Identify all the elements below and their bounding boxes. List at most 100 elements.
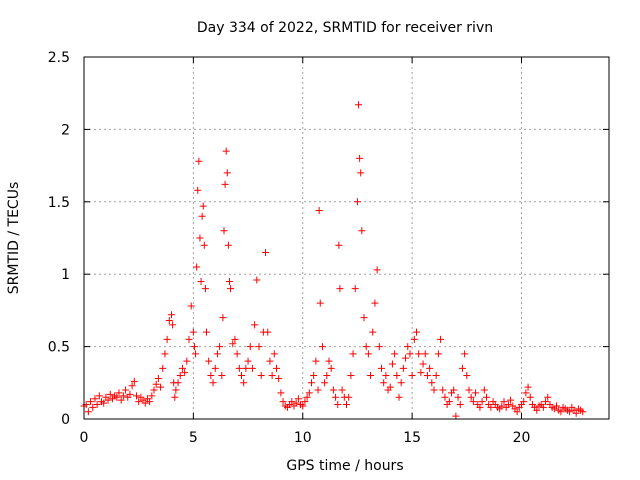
- data-point: [262, 248, 270, 256]
- data-point: [115, 389, 123, 397]
- data-point: [371, 299, 379, 307]
- data-point: [216, 343, 224, 351]
- y-tick-label: 1.5: [48, 195, 70, 211]
- data-point: [253, 276, 261, 284]
- data-point: [218, 372, 226, 380]
- x-tick-label: 10: [294, 430, 312, 446]
- data-point: [248, 364, 256, 372]
- data-point: [224, 241, 232, 249]
- data-point: [360, 314, 368, 322]
- data-point: [467, 393, 475, 401]
- data-point: [437, 335, 445, 343]
- data-point: [382, 372, 390, 380]
- data-point: [498, 402, 506, 410]
- data-point: [122, 386, 130, 394]
- y-tick-label: 0: [61, 412, 70, 428]
- data-point: [161, 350, 169, 358]
- data-point: [413, 328, 420, 336]
- data-point: [539, 403, 547, 411]
- data-point: [227, 285, 235, 293]
- data-point: [419, 360, 427, 368]
- data-point: [225, 277, 233, 285]
- data-point: [246, 343, 254, 351]
- data-point: [458, 364, 466, 372]
- data-point: [266, 357, 274, 365]
- data-point: [524, 383, 532, 391]
- data-point: [397, 379, 405, 387]
- data-point: [231, 335, 239, 343]
- data-point: [434, 350, 442, 358]
- data-point: [279, 398, 287, 406]
- data-point: [150, 386, 158, 394]
- data-point: [157, 383, 165, 391]
- data-point: [146, 398, 154, 406]
- data-point: [315, 206, 323, 214]
- data-point: [478, 398, 486, 406]
- data-point: [130, 377, 138, 385]
- chart-title: Day 334 of 2022, SRMTID for receiver riv…: [197, 20, 493, 36]
- data-point: [197, 277, 205, 285]
- data-point: [355, 101, 363, 109]
- data-point: [176, 372, 184, 380]
- data-point: [522, 389, 530, 397]
- data-point: [268, 372, 276, 380]
- data-point: [251, 321, 259, 329]
- data-point: [277, 389, 285, 397]
- data-point: [504, 401, 512, 409]
- data-point: [169, 321, 177, 329]
- data-point: [399, 364, 407, 372]
- data-point: [553, 402, 560, 410]
- data-point: [133, 392, 140, 400]
- data-point: [119, 392, 127, 400]
- data-point: [513, 408, 521, 416]
- data-point: [463, 372, 471, 380]
- data-point: [223, 169, 231, 177]
- data-point: [222, 147, 230, 155]
- x-axis-label: GPS time / hours: [286, 458, 403, 474]
- data-point: [240, 379, 248, 387]
- data-point: [441, 393, 449, 401]
- data-point: [198, 212, 206, 220]
- data-point: [305, 389, 313, 397]
- data-point: [445, 398, 453, 406]
- data-point: [255, 343, 263, 351]
- data-point: [356, 154, 364, 162]
- data-point: [461, 350, 469, 358]
- data-point: [452, 412, 460, 420]
- data-point: [335, 241, 343, 249]
- data-point: [357, 169, 365, 177]
- x-tick-label: 5: [189, 430, 198, 446]
- data-point: [273, 364, 280, 372]
- data-point: [199, 202, 207, 210]
- data-point: [244, 357, 252, 365]
- data-point: [426, 364, 434, 372]
- data-point: [192, 350, 200, 358]
- data-point: [404, 343, 412, 351]
- data-point: [544, 393, 552, 401]
- data-point: [483, 393, 490, 401]
- data-point: [294, 395, 302, 403]
- data-point: [148, 392, 156, 400]
- data-point: [332, 393, 340, 401]
- data-point: [104, 396, 112, 404]
- data-point: [174, 379, 182, 387]
- data-point: [221, 180, 229, 188]
- data-point: [395, 393, 403, 401]
- data-points: [80, 101, 587, 420]
- data-point: [314, 386, 322, 394]
- data-point: [408, 372, 416, 380]
- data-point: [572, 409, 580, 417]
- data-point: [500, 398, 508, 406]
- data-point: [190, 343, 198, 351]
- data-point: [369, 328, 377, 336]
- data-point: [469, 398, 477, 406]
- data-point: [238, 372, 245, 380]
- data-point: [201, 285, 209, 293]
- data-point: [476, 403, 484, 411]
- data-point: [257, 372, 265, 380]
- data-point: [450, 386, 458, 394]
- data-point: [439, 386, 447, 394]
- data-point: [93, 401, 101, 409]
- data-point: [117, 396, 125, 404]
- data-point: [542, 398, 550, 406]
